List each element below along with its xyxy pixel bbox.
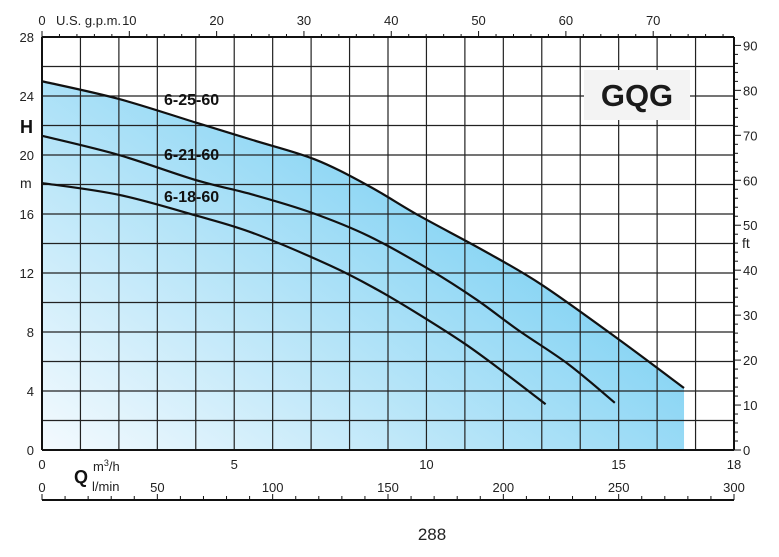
lmin-tick-label: 100 — [262, 480, 284, 495]
y-axis-units: m — [20, 175, 32, 191]
chart-title: GQG — [601, 78, 673, 113]
lmin-tick-label: 0 — [38, 480, 45, 495]
lmin-tick-label: 50 — [150, 480, 164, 495]
x-axis-label-q: Q — [74, 467, 88, 487]
curve-6-21-60 — [41, 134, 616, 404]
ft-tick-label: 10 — [743, 398, 757, 413]
ft-tick-label: 20 — [743, 353, 757, 368]
ft-tick-label: 70 — [743, 128, 757, 143]
gpm-tick-label: 0 — [38, 13, 45, 28]
y-tick-label: 0 — [27, 443, 34, 458]
gpm-tick-label: 70 — [646, 13, 660, 28]
ft-tick-label: 50 — [743, 218, 757, 233]
y-axis-label-h: H — [20, 117, 33, 137]
x-units-m3h: m3/h — [93, 458, 120, 474]
ft-tick-label: 40 — [743, 263, 757, 278]
curve-6-25-60 — [41, 80, 685, 389]
lmin-tick-label: 150 — [377, 480, 399, 495]
curve-label: 6-25-60 — [164, 92, 219, 109]
y-tick-label: 16 — [20, 207, 34, 222]
x-units-lmin: l/min — [92, 479, 119, 494]
x-tick-label: 18 — [727, 457, 741, 472]
title-box — [584, 70, 690, 120]
y-tick-label: 20 — [20, 148, 34, 163]
page-number: 288 — [418, 525, 446, 544]
y-tick-label: 4 — [27, 384, 34, 399]
y-tick-label: 28 — [20, 30, 34, 45]
x-tick-label: 15 — [611, 457, 625, 472]
ft-tick-label: 90 — [743, 38, 757, 53]
lmin-tick-label: 200 — [492, 480, 514, 495]
gpm-tick-label: 20 — [209, 13, 223, 28]
gpm-tick-label: 50 — [471, 13, 485, 28]
y-tick-label: 24 — [20, 89, 34, 104]
ft-tick-label: 30 — [743, 308, 757, 323]
ft-tick-label: 0 — [743, 443, 750, 458]
gpm-tick-label: 60 — [559, 13, 573, 28]
ft-tick-label: 80 — [743, 83, 757, 98]
curve-6-18-60 — [41, 181, 547, 406]
y-tick-label: 12 — [20, 266, 34, 281]
curve-label: 6-21-60 — [164, 147, 219, 164]
x-tick-label: 5 — [231, 457, 238, 472]
lmin-tick-label: 300 — [723, 480, 745, 495]
y-tick-label: 8 — [27, 325, 34, 340]
x-tick-label: 10 — [419, 457, 433, 472]
gpm-tick-label: 30 — [297, 13, 311, 28]
curve-label: 6-18-60 — [164, 189, 219, 206]
operating-area-fill — [42, 81, 685, 450]
lmin-tick-label: 250 — [608, 480, 630, 495]
gpm-tick-label: 40 — [384, 13, 398, 28]
right-axis-units: ft — [742, 235, 750, 251]
gpm-tick-label: 10 — [122, 13, 136, 28]
x-tick-label: 0 — [38, 457, 45, 472]
ft-tick-label: 60 — [743, 173, 757, 188]
gpm-axis-label: U.S. g.p.m. — [56, 13, 121, 28]
